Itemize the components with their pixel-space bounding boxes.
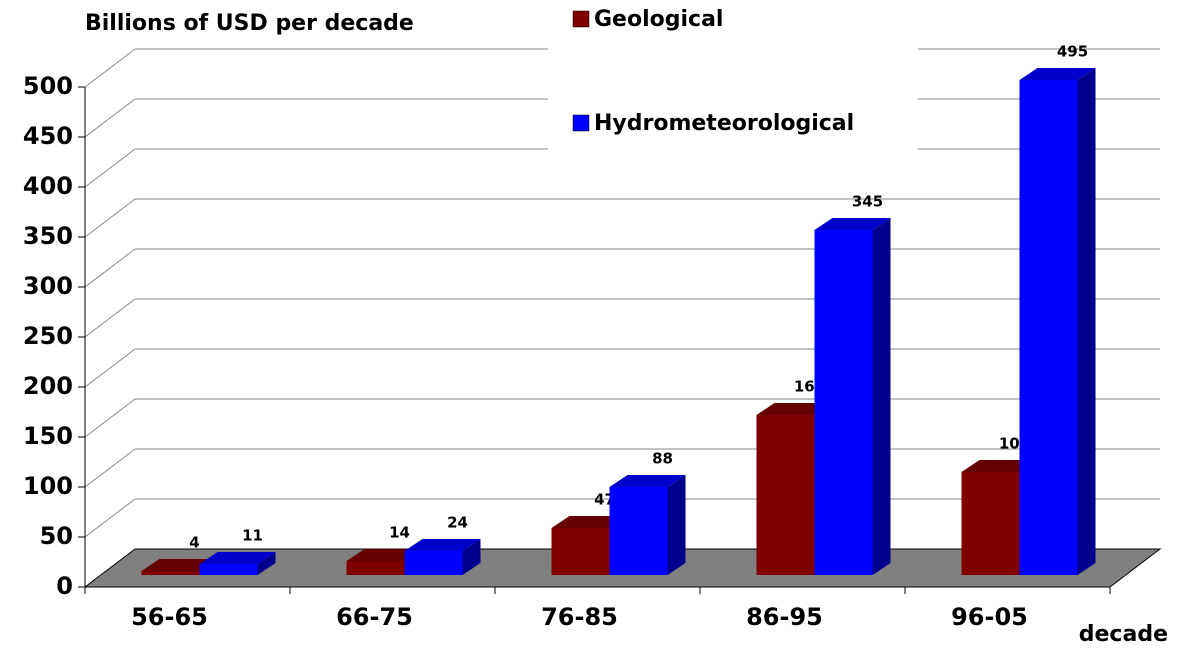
y-tick-label: 300 [23, 272, 73, 300]
bar-side [872, 218, 891, 575]
legend-swatch [572, 10, 590, 28]
wall-grid-line [84, 248, 136, 288]
y-tick-label: 50 [40, 522, 73, 550]
bar [609, 487, 668, 575]
bar-top [1019, 68, 1096, 80]
y-tick-label: 150 [23, 422, 73, 450]
bar-top [756, 403, 833, 415]
value-label: 88 [652, 450, 673, 468]
value-label: 345 [852, 193, 883, 211]
bar-top [346, 549, 423, 561]
wall-grid-line [84, 98, 136, 138]
value-label: 495 [1057, 43, 1088, 61]
legend-label: Geological [594, 7, 723, 32]
y-tick-label: 0 [56, 572, 73, 600]
bar-top [199, 552, 276, 564]
bar-top [609, 475, 686, 487]
legend-swatch [572, 114, 590, 132]
bar [346, 561, 405, 575]
value-label: 24 [447, 514, 468, 532]
bar [551, 528, 610, 575]
bar-top [404, 539, 481, 551]
bar-top [961, 460, 1038, 472]
bar-side [1077, 68, 1096, 575]
value-label: 4 [189, 534, 199, 552]
x-tick-label: 56-65 [131, 603, 208, 631]
y-tick-label: 100 [23, 472, 73, 500]
x-tick-label: 96-05 [951, 603, 1028, 631]
chart-title: Billions of USD per decade [85, 11, 414, 36]
wall-grid-line [84, 448, 136, 488]
x-axis-title: decade [1079, 622, 1168, 647]
bar [199, 564, 258, 575]
value-label: 14 [389, 524, 410, 542]
y-tick-label: 250 [23, 322, 73, 350]
legend-box [548, 0, 918, 150]
bar [1019, 80, 1078, 575]
bar [756, 415, 815, 575]
bar-side [257, 552, 276, 575]
bar [141, 571, 200, 575]
x-tick-label: 86-95 [746, 603, 823, 631]
bar [814, 230, 873, 575]
y-tick-label: 350 [23, 222, 73, 250]
legend-label: Hydrometeorological [594, 111, 854, 136]
bar-top [551, 516, 628, 528]
bar [961, 472, 1020, 575]
y-tick-label: 200 [23, 372, 73, 400]
wall-grid-line [84, 498, 136, 538]
y-tick-label: 500 [23, 72, 73, 100]
bar-top [141, 559, 218, 571]
wall-grid-line [84, 148, 136, 188]
wall-grid-line [84, 398, 136, 438]
wall-grid-line [84, 348, 136, 388]
x-tick-label: 76-85 [541, 603, 618, 631]
wall-grid-line [84, 48, 136, 88]
wall-grid-line [84, 298, 136, 338]
x-tick-label: 66-75 [336, 603, 413, 631]
bar [404, 551, 463, 575]
bar-side [667, 475, 686, 575]
y-tick-label: 450 [23, 122, 73, 150]
y-tick-label: 400 [23, 172, 73, 200]
wall-grid-line [84, 198, 136, 238]
value-label: 11 [242, 527, 263, 545]
bar-top [814, 218, 891, 230]
